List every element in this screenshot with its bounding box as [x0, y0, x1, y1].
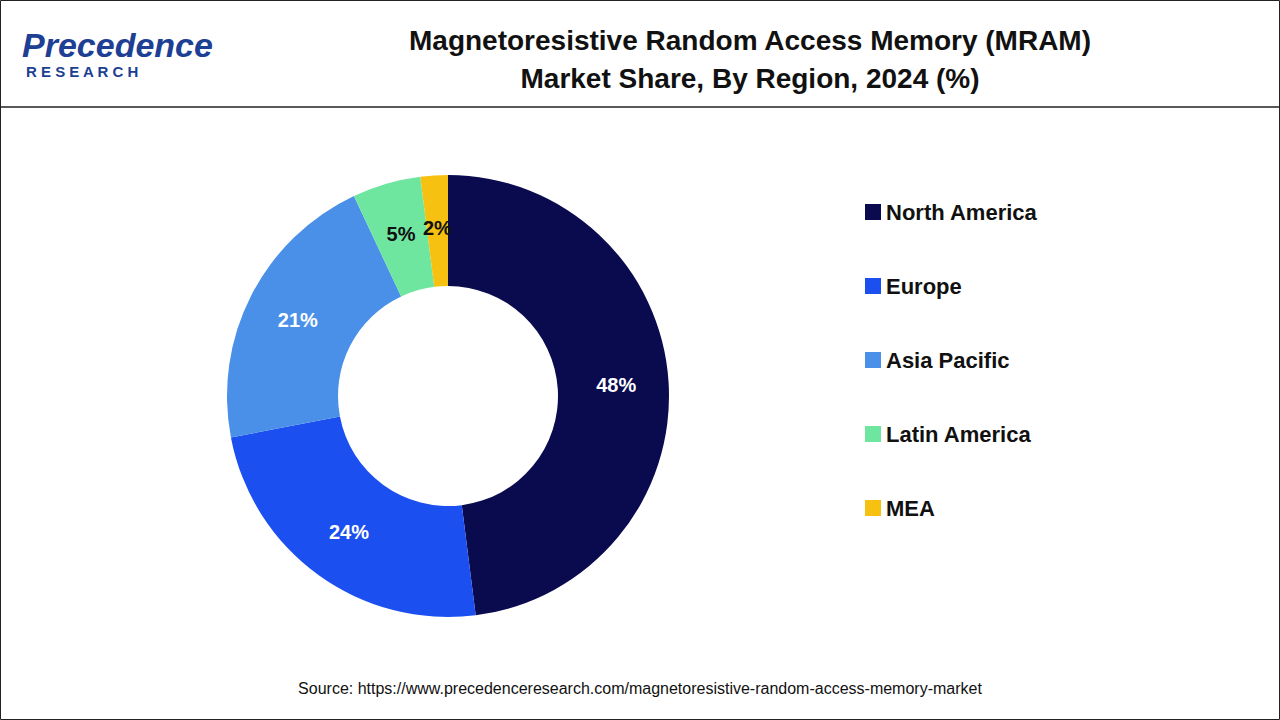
svg-text:5%: 5%	[387, 223, 416, 245]
svg-text:Latin America: Latin America	[886, 422, 1031, 447]
svg-text:Precedence: Precedence	[22, 26, 213, 64]
svg-text:Source: https://www.precedence: Source: https://www.precedenceresearch.c…	[298, 680, 982, 697]
svg-text:Market Share, By Region, 2024: Market Share, By Region, 2024 (%)	[520, 63, 979, 94]
svg-text:MEA: MEA	[886, 496, 935, 521]
svg-text:R E S E A R C H: R E S E A R C H	[26, 63, 138, 80]
svg-text:2%: 2%	[423, 217, 452, 239]
svg-text:Europe: Europe	[886, 274, 962, 299]
svg-text:21%: 21%	[278, 309, 318, 331]
svg-text:North America: North America	[886, 200, 1038, 225]
svg-text:Asia Pacific: Asia Pacific	[886, 348, 1010, 373]
svg-text:Magnetoresistive Random Access: Magnetoresistive Random Access Memory (M…	[409, 25, 1091, 56]
svg-text:48%: 48%	[596, 374, 636, 396]
svg-text:24%: 24%	[329, 521, 369, 543]
